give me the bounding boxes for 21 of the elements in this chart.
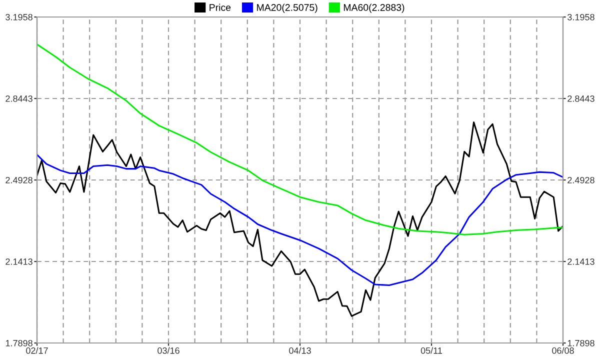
y2-tick-label: 2.8443 <box>568 95 594 102</box>
x-tick-label: 06/08 <box>552 347 574 354</box>
x-tick-label: 02/17 <box>26 347 48 354</box>
legend-label: MA60(2.2883) <box>344 4 404 13</box>
legend-label: MA20(2.5075) <box>257 4 318 13</box>
y2-tick-label: 3.1958 <box>568 14 594 20</box>
y-tick-label: 3.1958 <box>6 14 32 20</box>
y-tick-label: 1.7898 <box>6 340 32 346</box>
y2-tick-label: 2.1413 <box>568 258 594 265</box>
y-tick-label: 2.8443 <box>6 95 32 102</box>
line-series <box>37 154 563 286</box>
x-tick-label: 04/13 <box>289 347 311 354</box>
x-tick-label: 05/11 <box>420 347 442 354</box>
y-tick-label: 2.4928 <box>6 176 32 184</box>
legend-label: Price <box>210 4 231 11</box>
y-tick-label: 2.1413 <box>6 258 32 265</box>
line-series <box>37 121 563 317</box>
x-tick-label: 03/16 <box>158 347 180 354</box>
line-series <box>37 44 563 236</box>
y2-tick-label: 1.7898 <box>568 340 594 346</box>
y2-tick-label: 2.4928 <box>568 176 594 184</box>
